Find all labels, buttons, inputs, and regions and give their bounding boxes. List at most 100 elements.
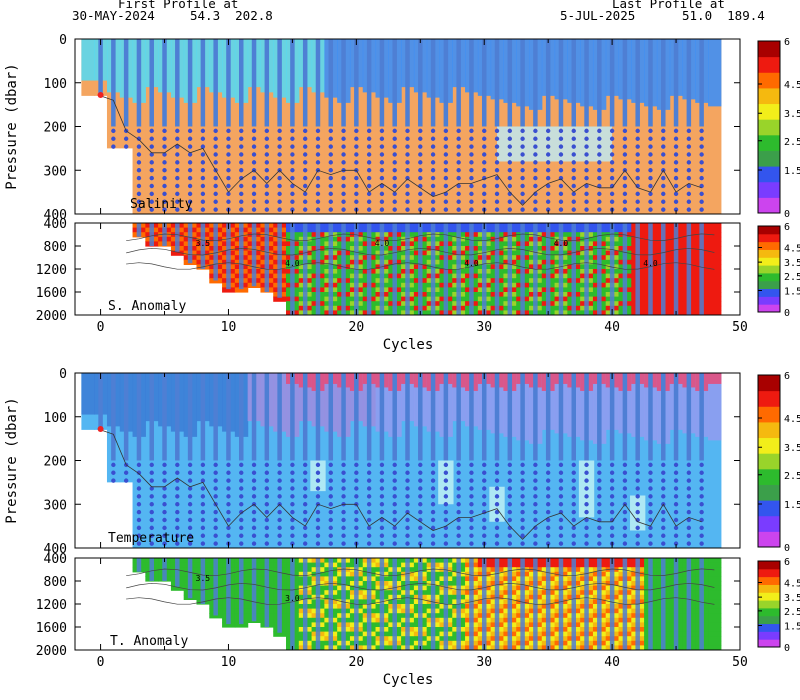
profile-point: [430, 541, 436, 546]
profile-point: [277, 533, 282, 538]
profile-point: [597, 525, 602, 531]
colorbar-swatch: [758, 249, 780, 258]
profile-point: [290, 128, 295, 134]
profile-point: [302, 502, 308, 507]
profile-point: [558, 183, 564, 189]
profile-point: [149, 470, 154, 475]
profile-point: [520, 175, 525, 181]
profile-point: [290, 478, 295, 483]
profile-point: [609, 494, 615, 499]
profile-point: [226, 144, 231, 149]
profile-point: [149, 494, 154, 499]
x-tick-label: 50: [732, 320, 748, 335]
profile-point: [175, 199, 180, 204]
profile-point: [341, 470, 346, 475]
profile-point: [507, 462, 513, 468]
profile-point: [341, 525, 346, 531]
profile-point: [149, 502, 154, 507]
profile-point: [392, 525, 397, 531]
profile-point: [622, 462, 628, 468]
profile-point: [162, 486, 167, 491]
profile-point: [200, 509, 206, 515]
first-profile-marker: [97, 92, 104, 98]
profile-point: [507, 207, 513, 212]
profile-point: [584, 168, 589, 173]
profile-point: [328, 541, 333, 546]
profile-point: [239, 509, 244, 515]
profile-point: [264, 502, 270, 507]
y-tick-label: 200: [44, 455, 67, 470]
profile-point: [469, 470, 474, 475]
profile-point: [648, 502, 653, 507]
profile-point: [430, 152, 436, 157]
profile-point: [673, 152, 679, 157]
profile-point: [277, 541, 282, 546]
profile-point: [622, 128, 628, 134]
profile-point: [571, 486, 576, 491]
profile-point: [609, 509, 615, 515]
profile-point: [175, 470, 180, 475]
colorbar-swatch: [758, 241, 780, 250]
profile-point: [597, 486, 602, 491]
profile-point: [673, 144, 679, 149]
profile-point: [175, 207, 180, 212]
profile-point: [302, 541, 308, 546]
profile-point: [418, 175, 423, 181]
profile-point: [251, 136, 257, 141]
profile-point: [136, 160, 142, 165]
profile-point: [686, 462, 692, 468]
profile-point: [430, 168, 436, 173]
y-tick-label: 2000: [36, 644, 67, 659]
profile-point: [609, 525, 615, 531]
profile-point: [226, 494, 231, 499]
profile-point: [328, 494, 333, 499]
profile-point: [609, 462, 615, 468]
profile-point: [418, 207, 423, 212]
profile-point: [405, 183, 410, 189]
profile-point: [226, 462, 231, 468]
colorbar-label: 6: [784, 557, 790, 568]
colorbar-swatch: [758, 623, 780, 632]
profile-point: [648, 144, 653, 149]
profile-point: [136, 462, 142, 468]
profile-point: [277, 160, 282, 165]
profile-point: [597, 144, 602, 149]
profile-point: [264, 152, 270, 157]
profile-point: [597, 199, 602, 204]
profile-point: [430, 502, 436, 507]
profile-point: [226, 525, 231, 531]
profile-point: [175, 144, 180, 149]
profile-point: [609, 517, 615, 523]
last-profile-date: 5-JUL-2025: [560, 8, 636, 23]
profile-point: [392, 175, 397, 181]
profile-point: [430, 160, 436, 165]
profile-point: [558, 160, 564, 165]
profile-point: [482, 191, 487, 197]
profile-point: [597, 533, 602, 538]
profile-point: [482, 462, 487, 468]
profile-point: [673, 183, 679, 189]
profile-point: [597, 494, 602, 499]
profile-point: [379, 541, 385, 546]
panel-title: T. Anomaly: [110, 634, 188, 649]
field-cell: [708, 590, 722, 596]
profile-point: [418, 462, 423, 468]
profile-point: [162, 168, 167, 173]
profile-point: [482, 502, 487, 507]
profile-point: [302, 160, 308, 165]
profile-point: [302, 144, 308, 149]
profile-point: [328, 136, 333, 141]
profile-point: [686, 478, 692, 483]
colorbar-swatch: [758, 437, 780, 454]
profile-point: [520, 470, 525, 475]
profile-point: [149, 486, 154, 491]
profile-point: [661, 199, 666, 204]
profile-point: [187, 525, 193, 531]
profile-point: [123, 136, 129, 141]
profile-point: [635, 175, 640, 181]
contour-line: [126, 247, 715, 256]
profile-point: [162, 191, 167, 197]
profile-point: [507, 199, 513, 204]
profile-point: [507, 144, 513, 149]
field-cell: [708, 636, 722, 642]
